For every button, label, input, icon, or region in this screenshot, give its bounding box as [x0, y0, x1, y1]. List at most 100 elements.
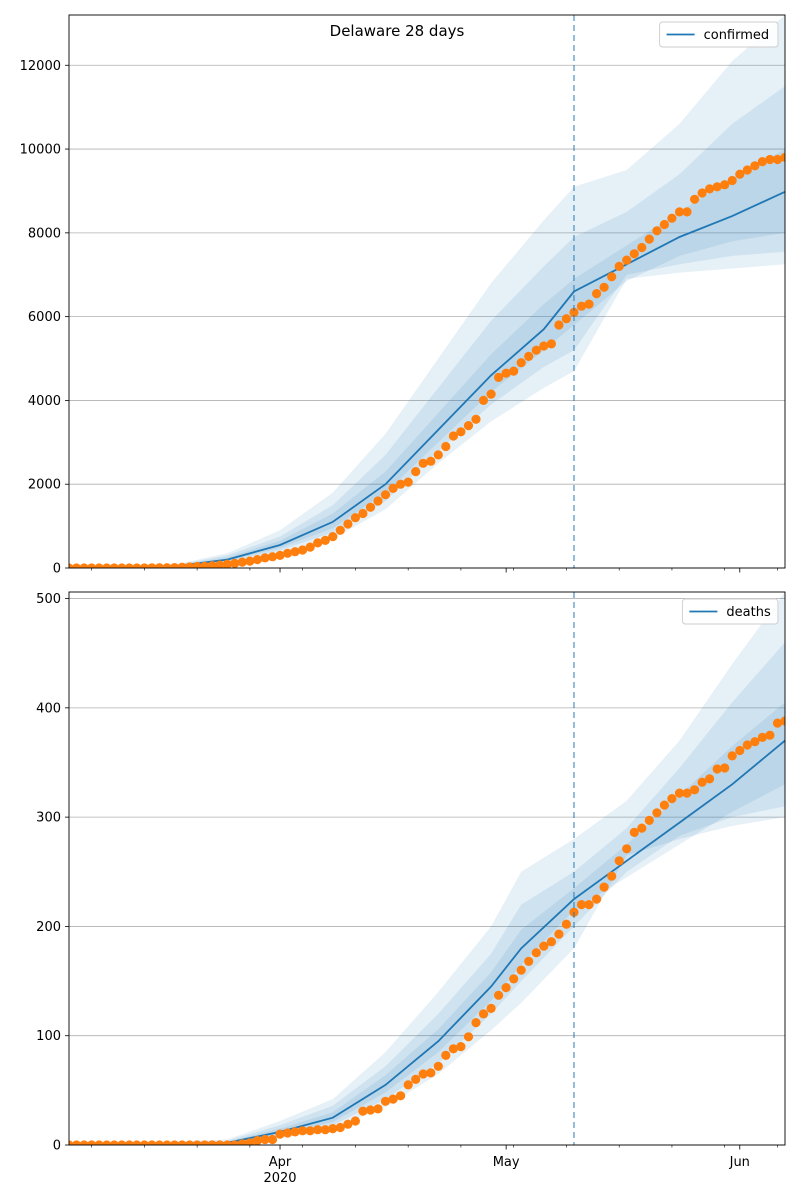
- observed-point: [516, 358, 526, 368]
- observed-point: [396, 479, 406, 489]
- observed-point: [441, 1050, 451, 1060]
- observed-point: [614, 261, 624, 271]
- observed-point: [742, 740, 752, 750]
- observed-point: [230, 1140, 240, 1145]
- observed-point: [486, 389, 496, 399]
- observed-point: [757, 732, 768, 743]
- observed-point: [335, 525, 345, 535]
- observed-point: [463, 1032, 474, 1042]
- observed-point: [659, 800, 670, 810]
- observed-point: [192, 1140, 202, 1145]
- observed-point: [252, 555, 262, 565]
- uncertainty-band-3: [69, 702, 785, 1145]
- observed-point: [124, 1140, 134, 1145]
- observed-point: [554, 929, 564, 939]
- observed-point: [569, 307, 579, 317]
- observed-point: [539, 941, 549, 951]
- y-tick-label: 8000: [28, 226, 61, 241]
- observed-point: [313, 1125, 323, 1135]
- observed-point: [373, 1104, 383, 1114]
- observed-point: [637, 242, 647, 253]
- observed-point: [539, 341, 549, 351]
- observed-point: [471, 414, 481, 424]
- observed-point: [411, 1074, 421, 1084]
- observed-point: [607, 272, 617, 282]
- observed-point: [79, 1140, 89, 1145]
- observed-point: [622, 255, 632, 265]
- observed-point: [267, 552, 278, 562]
- observed-point: [260, 1134, 270, 1145]
- observed-point: [712, 182, 722, 192]
- observed-point: [177, 1140, 187, 1145]
- observed-point: [380, 1096, 391, 1106]
- observed-point: [298, 545, 308, 555]
- observed-point: [230, 558, 240, 568]
- observed-point: [471, 1018, 481, 1028]
- y-tick-label: 2000: [28, 478, 61, 493]
- observed-point: [682, 788, 692, 798]
- observed-point: [260, 553, 270, 563]
- observed-point: [132, 1140, 142, 1145]
- chart-title: Delaware 28 days: [330, 22, 465, 40]
- observed-point: [290, 547, 300, 557]
- legend: confirmed: [659, 21, 779, 48]
- observed-point: [720, 180, 730, 190]
- y-tick-label: 12000: [20, 59, 61, 74]
- observed-point: [644, 234, 654, 244]
- observed-point: [697, 188, 707, 198]
- observed-point: [350, 1116, 360, 1126]
- observed-point: [426, 1068, 436, 1078]
- y-tick-label: 100: [36, 1029, 61, 1044]
- observed-point: [441, 441, 451, 452]
- observed-point: [185, 562, 195, 568]
- observed-point: [215, 1140, 225, 1145]
- observed-point: [403, 1080, 413, 1090]
- observed-point: [501, 983, 511, 993]
- observed-point: [71, 563, 82, 568]
- y-tick-label: 4000: [28, 394, 61, 409]
- observed-point: [283, 548, 293, 558]
- observed-point: [448, 431, 458, 441]
- observed-point: [614, 856, 624, 866]
- observed-point: [644, 815, 654, 826]
- uncertainty-band-1: [69, 592, 785, 1145]
- observed-point: [305, 1126, 315, 1136]
- observed-point: [185, 1140, 195, 1145]
- observed-point: [283, 1128, 293, 1138]
- observed-point: [418, 1069, 428, 1079]
- legend-label: deaths: [726, 605, 771, 620]
- observed-point: [478, 1009, 489, 1019]
- observed-point: [162, 563, 172, 568]
- observed-point: [328, 1124, 338, 1134]
- observed-point: [780, 716, 785, 726]
- observed-point: [94, 563, 104, 568]
- observed-point: [765, 730, 775, 740]
- y-tick-label: 0: [53, 562, 61, 577]
- observed-point: [109, 563, 119, 568]
- observed-point: [298, 1126, 308, 1136]
- observed-point: [690, 194, 700, 204]
- observed-point: [162, 1140, 172, 1145]
- observed-point: [652, 226, 662, 236]
- observed-point: [757, 157, 768, 167]
- observed-point: [727, 751, 737, 761]
- observed-point: [456, 427, 466, 437]
- observed-point: [667, 794, 677, 804]
- observed-point: [659, 219, 670, 230]
- observed-point: [796, 147, 800, 156]
- observed-point: [245, 556, 255, 566]
- observed-point: [772, 718, 783, 728]
- observed-point: [380, 490, 391, 500]
- observed-point: [320, 535, 330, 546]
- observed-point: [388, 483, 398, 493]
- observed-point: [87, 563, 97, 568]
- observed-point: [222, 1140, 232, 1145]
- observed-point: [373, 496, 383, 506]
- confirmed-panel: 0 2000 4000 6000 8000 10000 12000 confirmed: [20, 14, 800, 577]
- observed-point: [697, 777, 707, 787]
- observed-point: [71, 1140, 82, 1145]
- observed-point: [102, 563, 112, 568]
- observed-point: [735, 169, 745, 179]
- observed-point: [79, 563, 89, 568]
